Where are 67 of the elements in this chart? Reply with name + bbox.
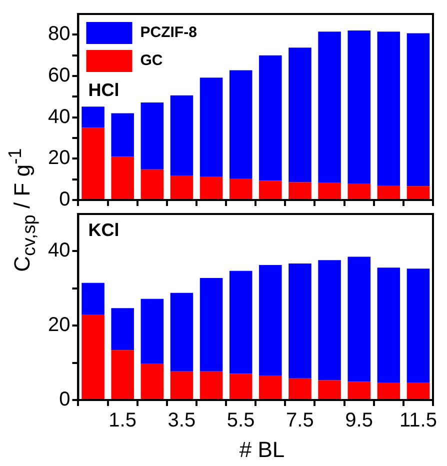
- x-tick-label: 11.5: [399, 410, 437, 432]
- bar: [406, 268, 430, 383]
- bar: [170, 176, 194, 199]
- y-tick-label: 40: [48, 240, 70, 262]
- bar: [82, 314, 104, 399]
- x-tick-label: 9.5: [345, 410, 373, 432]
- y-tick-label: 20: [48, 314, 70, 336]
- y-tick-label: 20: [48, 147, 70, 170]
- bar: [259, 180, 282, 199]
- bar: [318, 182, 341, 199]
- bar: [82, 128, 104, 199]
- bar: [377, 268, 400, 383]
- bar: [229, 374, 252, 399]
- bar: [140, 298, 164, 364]
- y-tick-label: 0: [59, 388, 70, 411]
- annotation: HCl: [88, 80, 120, 100]
- bar: [348, 184, 370, 199]
- x-tick-label: 5.5: [226, 410, 255, 432]
- bar: [140, 102, 164, 170]
- bar: [288, 48, 312, 182]
- bar: [259, 376, 282, 399]
- legend-label: PCZIF-8: [140, 24, 197, 42]
- bar: [406, 382, 430, 399]
- bar: [140, 169, 164, 199]
- bar: [377, 32, 400, 186]
- bar: [200, 371, 223, 399]
- bar: [82, 282, 104, 314]
- bar: [140, 364, 164, 399]
- bar: [170, 292, 194, 372]
- bar: [170, 95, 194, 176]
- bar: [200, 176, 223, 199]
- bar: [288, 378, 312, 399]
- bar: [348, 256, 370, 382]
- bar: [82, 106, 104, 128]
- bar: [348, 382, 370, 399]
- x-axis-title: # BL: [239, 437, 285, 463]
- y-tick-label: 60: [48, 64, 70, 87]
- bar: [318, 32, 341, 183]
- bar: [111, 113, 134, 157]
- bar: [318, 260, 341, 380]
- y-tick-label: 40: [48, 106, 70, 128]
- bar: [259, 264, 282, 376]
- bar: [170, 371, 194, 399]
- bar: [111, 156, 134, 199]
- legend-label: GC: [140, 52, 163, 70]
- bar: [318, 380, 341, 399]
- annotation: KCl: [88, 220, 120, 240]
- bar: [377, 382, 400, 399]
- bar: [111, 350, 134, 399]
- bar: [348, 30, 370, 184]
- y-tick-label: 0: [59, 188, 70, 211]
- bar: [229, 70, 252, 179]
- bar: [259, 55, 282, 181]
- bar: [406, 33, 430, 186]
- bar: [200, 278, 223, 372]
- x-tick-label: 7.5: [286, 410, 314, 432]
- bar: [377, 186, 400, 199]
- x-tick-label: 3.5: [168, 410, 196, 432]
- bar: [229, 178, 252, 199]
- bar: [288, 182, 312, 199]
- y-tick-label: 80: [48, 23, 70, 46]
- bar: [406, 186, 430, 199]
- bar: [111, 308, 134, 350]
- bar: [229, 270, 252, 374]
- bar: [288, 263, 312, 378]
- bar: [200, 78, 223, 177]
- x-tick-label: 1.5: [108, 410, 136, 432]
